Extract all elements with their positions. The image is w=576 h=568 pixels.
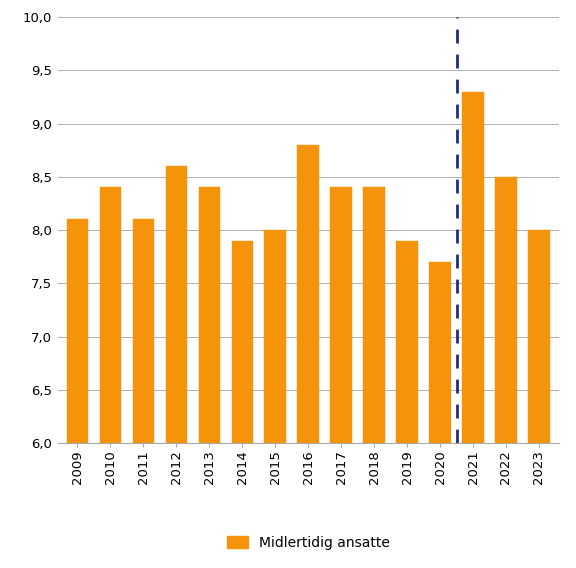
Bar bbox=[429, 262, 451, 443]
Bar bbox=[165, 166, 187, 443]
Bar bbox=[363, 187, 385, 443]
Bar bbox=[463, 91, 484, 443]
Bar bbox=[297, 145, 319, 443]
Bar bbox=[264, 230, 286, 443]
Bar bbox=[132, 219, 154, 443]
Bar bbox=[331, 187, 352, 443]
Legend: Midlertidig ansatte: Midlertidig ansatte bbox=[221, 531, 395, 556]
Bar bbox=[396, 241, 418, 443]
Bar bbox=[528, 230, 550, 443]
Bar bbox=[67, 219, 88, 443]
Bar bbox=[100, 187, 121, 443]
Bar bbox=[495, 177, 517, 443]
Bar bbox=[199, 187, 220, 443]
Bar bbox=[232, 241, 253, 443]
